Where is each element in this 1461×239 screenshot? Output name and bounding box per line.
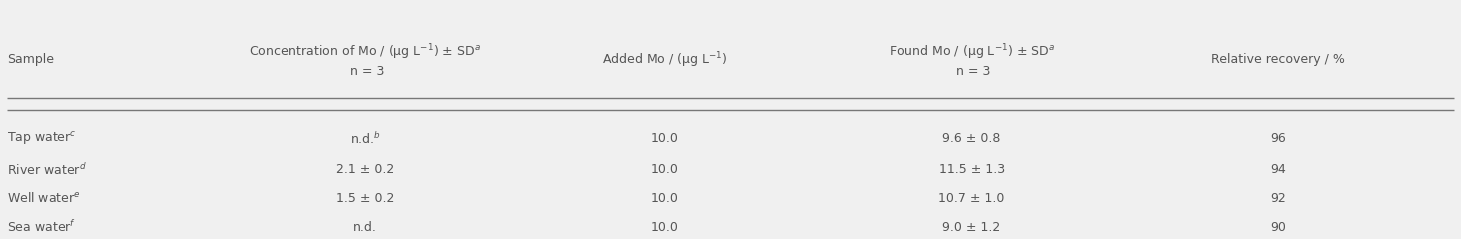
Text: Tap water$^c$: Tap water$^c$ (7, 130, 77, 147)
Text: Found Mo / (μg L$^{-1}$) ± SD$^a$
 n = 3: Found Mo / (μg L$^{-1}$) ± SD$^a$ n = 3 (888, 42, 1055, 77)
Text: Sample: Sample (7, 53, 54, 66)
Text: n.d.$^b$: n.d.$^b$ (349, 131, 381, 147)
Text: 2.1 ± 0.2: 2.1 ± 0.2 (336, 163, 394, 176)
Text: River water$^d$: River water$^d$ (7, 162, 88, 178)
Text: 9.6 ± 0.8: 9.6 ± 0.8 (942, 132, 1001, 145)
Text: 11.5 ± 1.3: 11.5 ± 1.3 (938, 163, 1005, 176)
Text: Relative recovery / %: Relative recovery / % (1211, 53, 1346, 66)
Text: 10.0: 10.0 (650, 221, 679, 234)
Text: 92: 92 (1271, 192, 1286, 205)
Text: 9.0 ± 1.2: 9.0 ± 1.2 (942, 221, 1001, 234)
Text: 10.0: 10.0 (650, 192, 679, 205)
Text: Sea water$^f$: Sea water$^f$ (7, 219, 76, 235)
Text: n.d.: n.d. (354, 221, 377, 234)
Text: 94: 94 (1271, 163, 1286, 176)
Text: Well water$^e$: Well water$^e$ (7, 191, 80, 205)
Text: 90: 90 (1271, 221, 1286, 234)
Text: 1.5 ± 0.2: 1.5 ± 0.2 (336, 192, 394, 205)
Text: 10.0: 10.0 (650, 132, 679, 145)
Text: Added Mo / (μg L$^{-1}$): Added Mo / (μg L$^{-1}$) (602, 50, 728, 70)
Text: 10.0: 10.0 (650, 163, 679, 176)
Text: Concentration of Mo / (μg L$^{-1}$) ± SD$^a$
 n = 3: Concentration of Mo / (μg L$^{-1}$) ± SD… (250, 42, 481, 77)
Text: 96: 96 (1271, 132, 1286, 145)
Text: 10.7 ± 1.0: 10.7 ± 1.0 (938, 192, 1005, 205)
